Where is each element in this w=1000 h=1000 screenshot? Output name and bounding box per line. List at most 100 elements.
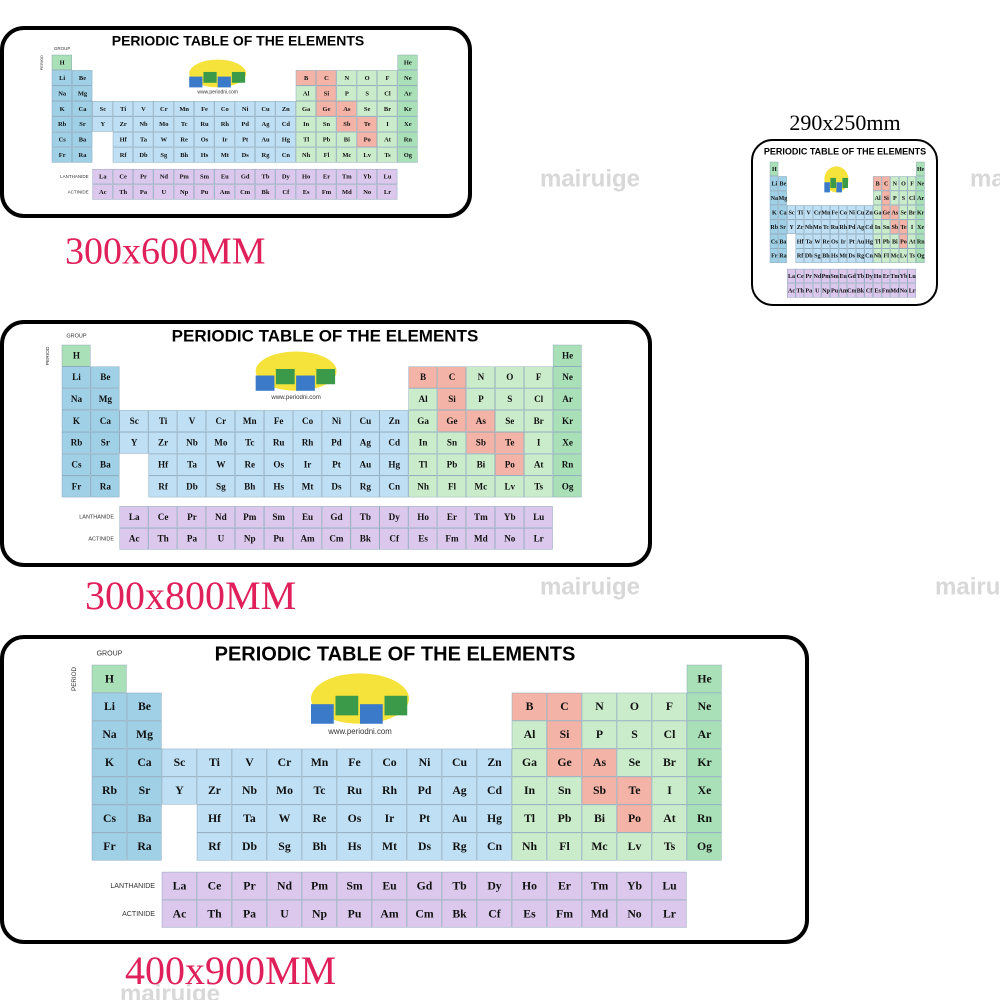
element-symbol: Co: [221, 106, 229, 113]
element-cell: [356, 116, 377, 132]
element-cell: [350, 453, 380, 476]
element-cell: [194, 168, 215, 185]
element-cell: [804, 205, 813, 220]
element-cell: [864, 268, 873, 284]
element-cell: [511, 899, 547, 928]
element-symbol: Np: [244, 534, 256, 544]
element-cell: [408, 432, 438, 454]
element-cell: [133, 101, 154, 117]
element-cell: [126, 804, 162, 833]
element-cell: [231, 748, 267, 777]
element-cell: [264, 453, 293, 476]
element-cell: [898, 283, 908, 298]
element-symbol: Pt: [419, 812, 430, 825]
element-symbol: Ce: [797, 274, 804, 280]
element-cell: [356, 184, 377, 200]
element-symbol: Gd: [417, 879, 433, 892]
element-cell: [91, 804, 127, 833]
element-cell: [264, 506, 293, 528]
element-cell: [255, 101, 276, 117]
element-symbol: Eu: [302, 512, 313, 522]
element-symbol: Eu: [839, 274, 847, 280]
element-symbol: Ni: [419, 756, 431, 769]
element-cell: [255, 147, 276, 163]
element-cell: [881, 234, 891, 249]
element-cell: [112, 184, 133, 200]
element-symbol: K: [60, 106, 65, 113]
element-cell: [812, 248, 822, 263]
element-symbol: Cd: [282, 121, 291, 128]
element-cell: [408, 527, 438, 550]
element-symbol: Cn: [865, 254, 873, 260]
element-cell: [336, 168, 357, 185]
element-cell: [133, 184, 154, 200]
element-symbol: Co: [839, 210, 846, 216]
element-symbol: Pa: [805, 288, 812, 294]
element-symbol: Bi: [477, 459, 486, 469]
element-cell: [153, 184, 174, 200]
element-symbol: Hs: [348, 840, 362, 853]
element-cell: [119, 410, 149, 432]
element-cell: [581, 804, 617, 833]
element-cell: [231, 804, 267, 833]
element-cell: [264, 410, 293, 432]
element-cell: [379, 410, 409, 432]
element-cell: [581, 776, 617, 805]
element-cell: [206, 506, 235, 528]
element-cell: [552, 432, 582, 454]
element-cell: [234, 131, 255, 148]
element-symbol: La: [129, 512, 140, 522]
element-cell: [336, 832, 372, 861]
element-symbol: Eu: [382, 879, 397, 892]
element-symbol: Bk: [262, 189, 270, 196]
element-symbol: Sb: [593, 784, 607, 797]
element-cell: [72, 147, 93, 163]
element-cell: [907, 268, 916, 284]
element-cell: [295, 184, 316, 200]
element-symbol: Ts: [664, 840, 676, 853]
element-cell: [336, 871, 372, 900]
element-symbol: In: [419, 438, 428, 448]
element-cell: [90, 453, 120, 476]
element-cell: [821, 205, 830, 220]
element-symbol: K: [73, 416, 81, 426]
element-cell: [466, 432, 495, 454]
element-symbol: Zr: [208, 784, 221, 797]
element-symbol: V: [807, 210, 812, 216]
element-symbol: Th: [158, 534, 169, 544]
element-symbol: Cd: [487, 784, 502, 797]
element-symbol: Mt: [302, 481, 314, 491]
element-cell: [441, 804, 477, 833]
element-cell: [686, 664, 722, 693]
element-symbol: Tm: [474, 512, 488, 522]
element-symbol: Se: [900, 210, 906, 216]
element-symbol: Ca: [779, 210, 786, 216]
element-symbol: Hf: [120, 137, 128, 144]
element-cell: [437, 432, 467, 454]
element-cell: [72, 116, 93, 132]
element-cell: [177, 506, 207, 528]
element-cell: [161, 871, 197, 900]
element-cell: [511, 776, 547, 805]
element-cell: [371, 776, 407, 805]
element-symbol: P: [893, 196, 897, 202]
element-cell: [292, 453, 322, 476]
element-symbol: Cn: [282, 152, 291, 159]
element-symbol: Hg: [282, 137, 291, 144]
element-symbol: Md: [890, 288, 900, 294]
element-symbol: In: [524, 784, 536, 797]
element-cell: [356, 70, 377, 86]
element-symbol: Lr: [909, 288, 916, 294]
element-cell: [864, 283, 873, 298]
element-symbol: U: [280, 907, 289, 920]
element-cell: [61, 475, 91, 498]
element-cell: [377, 101, 398, 117]
element-cell: [795, 268, 805, 284]
element-cell: [371, 871, 407, 900]
element-cell: [153, 116, 174, 132]
element-cell: [275, 101, 296, 117]
element-symbol: Hg: [865, 239, 873, 245]
element-symbol: Tl: [303, 137, 309, 144]
element-symbol: He: [697, 672, 711, 685]
element-symbol: Md: [474, 534, 488, 544]
